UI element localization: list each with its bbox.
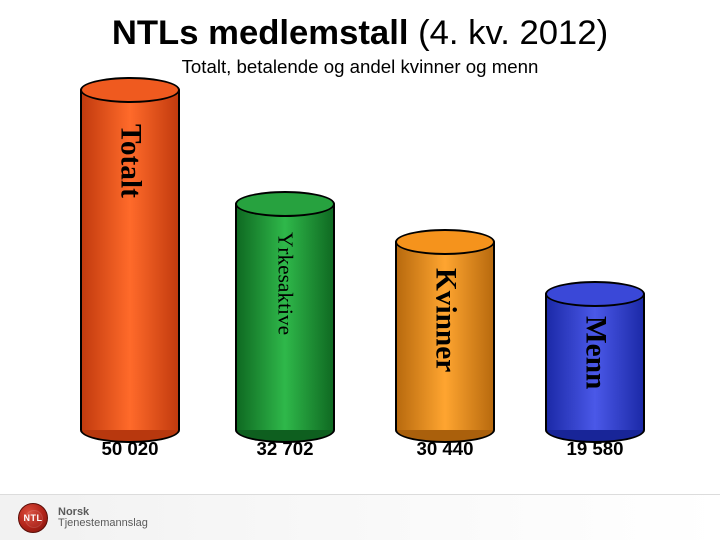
bar-kvinner: Kvinner: [395, 242, 495, 430]
bar-totalt: Totalt: [80, 90, 180, 430]
bar-label-yrkesaktive: Yrkesaktive: [273, 232, 298, 335]
org-line1: Norsk: [58, 507, 148, 518]
page-title: NTLs medlemstall (4. kv. 2012): [0, 14, 720, 53]
org-name: Norsk Tjenestemannslag: [58, 507, 148, 529]
cylinder-top: [80, 77, 180, 103]
cylinder-bar-chart: Totalt 50 020 Yrkesaktive 32 702 Kvinner 30 4…: [50, 80, 670, 460]
bar-menn: Menn: [545, 294, 645, 430]
bar-label-totalt: Totalt: [114, 124, 147, 198]
footer-bar: NTL Norsk Tjenestemannslag: [0, 494, 720, 540]
title-bold: NTLs medlemstall: [112, 14, 409, 52]
bar-value-menn: 19 580: [515, 438, 675, 460]
cylinder-top: [395, 229, 495, 255]
bar-value-totalt: 50 020: [50, 438, 210, 460]
bar-value-yrkesaktive: 32 702: [205, 438, 365, 460]
bar-value-kvinner: 30 440: [365, 438, 525, 460]
ntl-logo-icon: NTL: [18, 503, 48, 533]
org-line2: Tjenestemannslag: [58, 518, 148, 529]
bar-label-menn: Menn: [579, 316, 612, 389]
slide: NTLs medlemstall (4. kv. 2012) Totalt, b…: [0, 0, 720, 540]
bar-label-kvinner: Kvinner: [429, 268, 462, 372]
subtitle: Totalt, betalende og andel kvinner og me…: [0, 56, 720, 78]
title-rest: (4. kv. 2012): [408, 14, 608, 52]
bar-yrkesaktive: Yrkesaktive: [235, 204, 335, 430]
cylinder-top: [235, 191, 335, 217]
cylinder-top: [545, 281, 645, 307]
logo-letters: NTL: [19, 504, 47, 532]
